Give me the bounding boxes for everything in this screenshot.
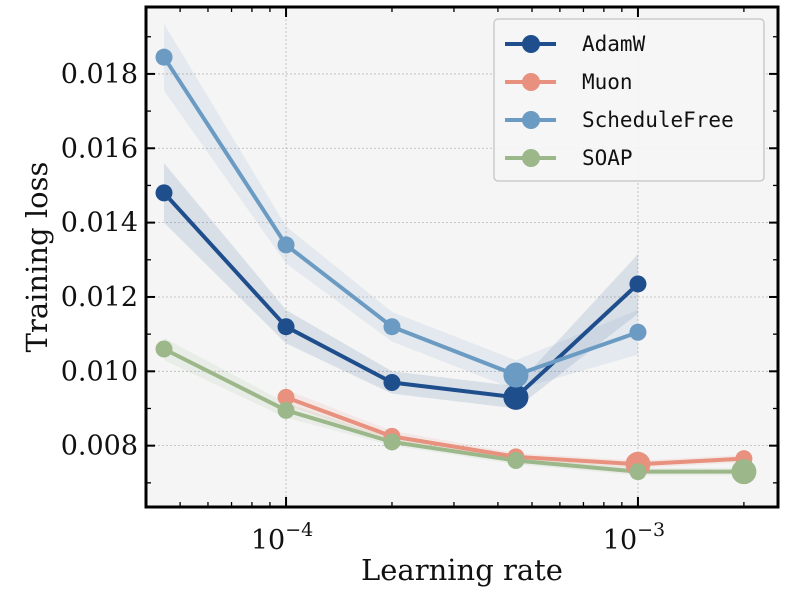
point-adamw xyxy=(629,275,647,293)
band-schedulefree xyxy=(164,23,638,390)
x-tick-label: 10−3 xyxy=(603,519,665,556)
point-soap xyxy=(731,459,757,485)
y-axis-label: Training loss xyxy=(20,162,54,353)
point-soap xyxy=(507,452,525,470)
axis-ticks: 0.008 0.010 0.012 0.014 0.016 0.018 10−4 10−3 xyxy=(61,7,778,556)
y-tick-label: 0.014 xyxy=(61,208,138,239)
legend-label-adamw: AdamW xyxy=(582,32,646,56)
legend-marker-soap xyxy=(522,149,540,167)
point-schedulefree xyxy=(629,323,647,341)
legend-label-muon: Muon xyxy=(582,70,633,94)
x-axis-label: Learning rate xyxy=(361,553,563,587)
line-soap xyxy=(163,347,744,474)
grid-lines xyxy=(146,7,778,507)
legend-marker-schedulefree xyxy=(522,111,540,129)
point-schedulefree xyxy=(503,362,529,388)
plot-frame xyxy=(144,5,780,509)
y-tick-label: 0.016 xyxy=(61,133,138,164)
x-tick-label: 10−4 xyxy=(251,519,313,556)
point-muon xyxy=(277,388,295,406)
point-schedulefree xyxy=(277,236,295,254)
y-tick-label: 0.018 xyxy=(61,59,138,90)
legend-label-soap: SOAP xyxy=(582,146,633,170)
legend-marker-adamw xyxy=(522,35,540,53)
point-soap xyxy=(629,463,647,481)
point-adamw xyxy=(383,373,401,391)
point-soap xyxy=(155,340,173,358)
y-tick-label: 0.010 xyxy=(61,356,138,387)
band-adamw xyxy=(164,163,638,409)
legend-label-schedulefree: ScheduleFree xyxy=(582,108,734,132)
point-soap xyxy=(383,433,401,451)
y-tick-label: 0.012 xyxy=(61,282,138,313)
point-adamw xyxy=(155,184,173,202)
point-soap xyxy=(277,401,295,419)
point-schedulefree xyxy=(155,48,173,66)
x-tick-exponent: −3 xyxy=(637,519,665,541)
point-schedulefree xyxy=(383,318,401,336)
legend-marker-muon xyxy=(522,73,540,91)
legend: AdamW Muon ScheduleFree SOAP xyxy=(493,18,765,182)
point-adamw xyxy=(503,384,529,410)
y-tick-label: 0.008 xyxy=(61,431,138,462)
x-tick-exponent: −4 xyxy=(285,519,313,541)
legend-box xyxy=(493,18,765,182)
point-adamw xyxy=(277,318,295,336)
series-points xyxy=(155,48,757,485)
